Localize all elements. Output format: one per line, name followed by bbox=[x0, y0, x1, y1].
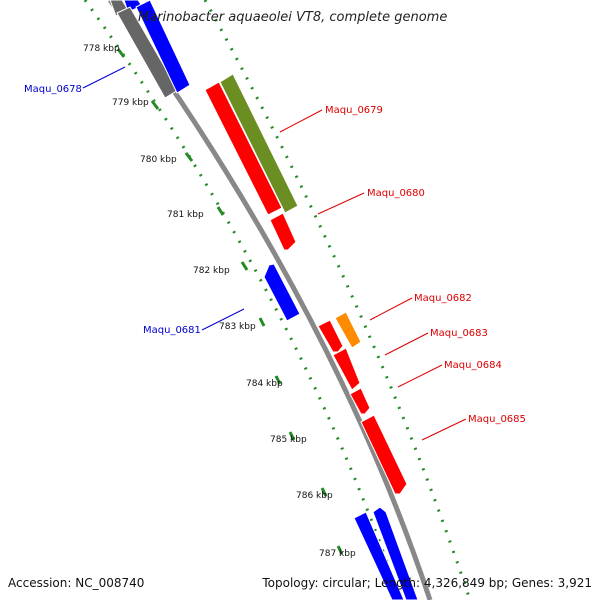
gene-labels: Maqu_0678 Maqu_0679 Maqu_0680 Maqu_0681 … bbox=[24, 84, 526, 425]
tick-label: 784 kbp bbox=[246, 379, 283, 389]
gene-arrow-maqu-0684 bbox=[332, 347, 361, 391]
gene-arrow-red-small-2 bbox=[349, 387, 371, 415]
label-leader-lines bbox=[82, 66, 467, 441]
gene-arrow-maqu-0681 bbox=[263, 263, 301, 322]
accession-text: Accession: NC_008740 bbox=[8, 576, 145, 590]
tick-label: 780 kbp bbox=[140, 155, 177, 165]
kbp-labels: 778 kbp 779 kbp 780 kbp 781 kbp 782 kbp … bbox=[83, 44, 356, 559]
tick-label: 787 kbp bbox=[319, 549, 356, 559]
gene-label: Maqu_0678 bbox=[24, 84, 82, 95]
gene-arrow-orange-maqu-0682 bbox=[334, 311, 362, 349]
tick-label: 786 kbp bbox=[296, 491, 333, 501]
genome-summary-text: Topology: circular; Length: 4,326,849 bp… bbox=[262, 576, 592, 590]
gene-label: Maqu_0684 bbox=[444, 360, 502, 371]
gene-arrow-rna-maqu-0679 bbox=[219, 73, 299, 214]
map-title: Marinobacter aquaeolei VT8, complete gen… bbox=[138, 10, 447, 25]
tick-label: 785 kbp bbox=[270, 435, 307, 445]
tick-marks bbox=[116, 48, 344, 555]
gene-label: Maqu_0682 bbox=[414, 293, 472, 304]
gene-label: Maqu_0683 bbox=[430, 328, 488, 339]
gene-arrow-red-small-1 bbox=[269, 212, 297, 251]
tick-label: 781 kbp bbox=[167, 210, 204, 220]
gene-label: Maqu_0679 bbox=[325, 105, 383, 116]
gene-features bbox=[109, 0, 419, 600]
tick-label: 778 kbp bbox=[83, 44, 120, 54]
gene-label: Maqu_0681 bbox=[143, 325, 201, 336]
tick-label: 783 kbp bbox=[219, 322, 256, 332]
gene-label: Maqu_0685 bbox=[468, 414, 526, 425]
gene-arrow-blue-bottom-2 bbox=[372, 506, 419, 600]
inner-dotted-ring bbox=[83, 0, 402, 600]
gene-label: Maqu_0680 bbox=[367, 188, 425, 199]
gene-arrow-maqu-0680 bbox=[204, 81, 283, 216]
gene-arrow-maqu-0678 bbox=[135, 0, 191, 94]
gene-arrow-blue-bottom-1 bbox=[353, 511, 405, 600]
gene-arrow-maqu-0683 bbox=[317, 319, 344, 353]
tick-label: 782 kbp bbox=[193, 266, 230, 276]
gene-arrow-maqu-0685 bbox=[360, 414, 408, 495]
tick-label: 779 kbp bbox=[112, 98, 149, 108]
